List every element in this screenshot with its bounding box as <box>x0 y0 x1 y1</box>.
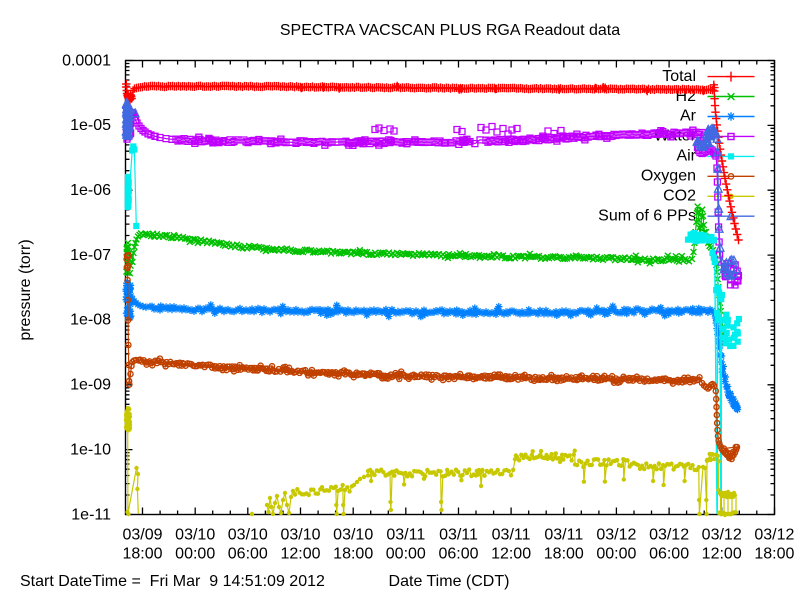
svg-text:03/10: 03/10 <box>228 527 268 544</box>
svg-text:03/10: 03/10 <box>333 527 373 544</box>
svg-text:06:00: 06:00 <box>228 546 268 563</box>
svg-text:CO2: CO2 <box>663 188 696 205</box>
svg-text:00:00: 00:00 <box>596 546 636 563</box>
svg-text:1e-09: 1e-09 <box>70 377 111 394</box>
svg-text:12:00: 12:00 <box>702 546 742 563</box>
svg-text:18:00: 18:00 <box>122 546 162 563</box>
svg-text:18:00: 18:00 <box>754 546 794 563</box>
svg-text:03/12: 03/12 <box>754 527 794 544</box>
svg-text:1e-10: 1e-10 <box>70 441 111 458</box>
svg-text:03/12: 03/12 <box>596 527 636 544</box>
svg-text:Total: Total <box>662 68 696 85</box>
svg-text:12:00: 12:00 <box>491 546 531 563</box>
svg-text:1e-05: 1e-05 <box>70 117 111 134</box>
svg-text:03/09: 03/09 <box>122 527 162 544</box>
svg-text:1e-06: 1e-06 <box>70 182 111 199</box>
svg-text:1e-11: 1e-11 <box>71 506 111 523</box>
svg-text:03/11: 03/11 <box>386 527 425 544</box>
svg-text:12:00: 12:00 <box>280 546 320 563</box>
svg-text:1e-08: 1e-08 <box>70 312 111 329</box>
svg-text:06:00: 06:00 <box>649 546 689 563</box>
svg-text:Start DateTime = Fri Mar 9 1: Start DateTime = Fri Mar 9 14:51:09 2012 <box>20 573 325 590</box>
svg-text:Sum of 6 PPs: Sum of 6 PPs <box>598 207 696 224</box>
svg-text:0.0001: 0.0001 <box>62 52 111 69</box>
svg-text:Date Time (CDT): Date Time (CDT) <box>389 573 510 590</box>
svg-text:1e-07: 1e-07 <box>70 247 111 264</box>
svg-text:Oxygen: Oxygen <box>641 168 696 185</box>
svg-text:06:00: 06:00 <box>438 546 478 563</box>
svg-text:Ar: Ar <box>680 108 697 125</box>
svg-text:Air: Air <box>676 148 696 165</box>
svg-text:00:00: 00:00 <box>386 546 426 563</box>
svg-text:03/12: 03/12 <box>649 527 689 544</box>
svg-text:03/10: 03/10 <box>280 527 320 544</box>
svg-text:03/11: 03/11 <box>492 527 531 544</box>
svg-text:SPECTRA VACSCAN PLUS RGA Reado: SPECTRA VACSCAN PLUS RGA Readout data <box>280 22 620 39</box>
svg-text:03/12: 03/12 <box>702 527 742 544</box>
svg-text:pressure (torr): pressure (torr) <box>17 239 34 340</box>
svg-text:03/10: 03/10 <box>175 527 215 544</box>
svg-text:18:00: 18:00 <box>333 546 373 563</box>
svg-text:03/11: 03/11 <box>439 527 478 544</box>
svg-text:03/11: 03/11 <box>544 527 583 544</box>
svg-text:18:00: 18:00 <box>544 546 584 563</box>
svg-text:00:00: 00:00 <box>175 546 215 563</box>
